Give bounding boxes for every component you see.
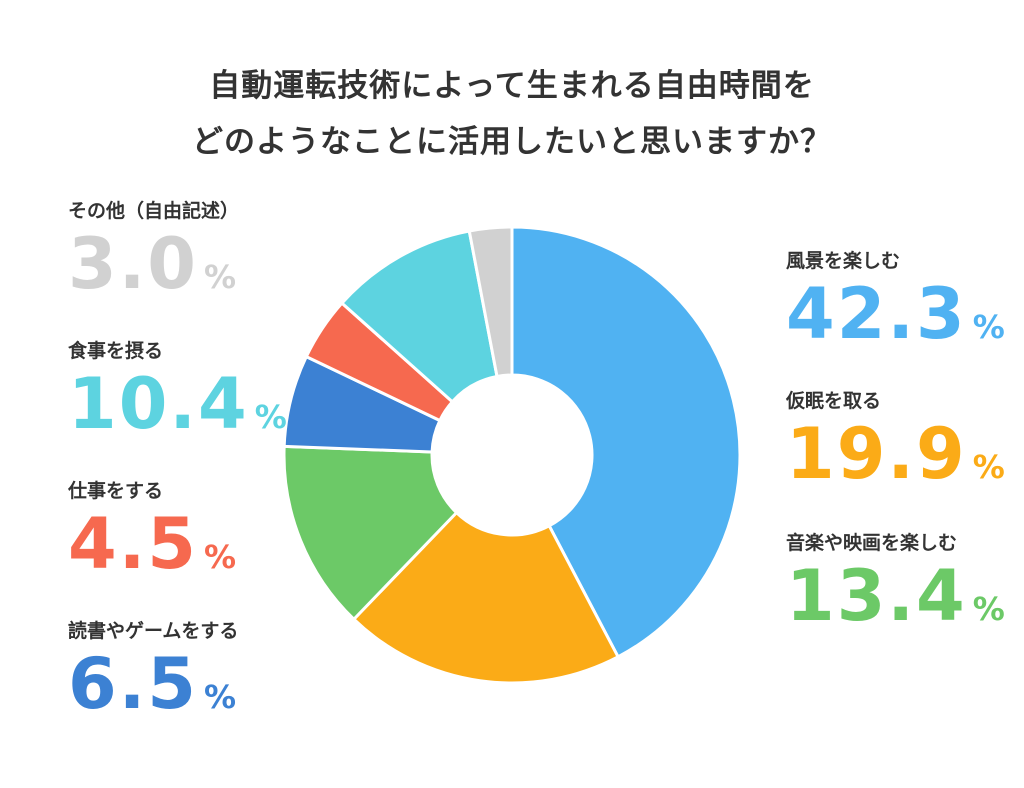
chart-title: 自動運転技術によって生まれる自由時間を どのようなことに活用したいと思いますか？	[0, 58, 1024, 170]
legend-item-reading-game: 読書やゲームをする 6.5%	[68, 618, 238, 743]
chart-title-line-1: 自動運転技術によって生まれる自由時間を	[209, 68, 815, 104]
value-unit-work: %	[204, 538, 237, 576]
legend-label-nap: 仮眠を取る	[786, 390, 882, 412]
value-number-meal: 10.4	[68, 363, 249, 445]
legend-item-meal: 食事を摂る 10.4%	[68, 338, 287, 463]
legend-label-scenery: 風景を楽しむ	[786, 250, 901, 272]
value-unit-reading-game: %	[204, 678, 237, 716]
value-unit-meal: %	[254, 398, 287, 436]
legend-label-music-movie: 音楽や映画を楽しむ	[786, 532, 958, 554]
value-unit-scenery: %	[972, 308, 1005, 346]
value-label-meal: 10.4%	[68, 364, 287, 463]
chart-title-line-2: どのようなことに活用したいと思いますか？	[192, 124, 832, 160]
value-label-music-movie: 13.4%	[786, 556, 1005, 655]
value-unit-nap: %	[972, 448, 1005, 486]
legend-item-music-movie: 音楽や映画を楽しむ 13.4%	[786, 530, 1005, 655]
value-label-reading-game: 6.5%	[68, 644, 238, 743]
value-number-work: 4.5	[68, 503, 199, 585]
value-number-reading-game: 6.5	[68, 643, 199, 725]
legend-label-meal: 食事を摂る	[68, 340, 164, 362]
value-unit-music-movie: %	[972, 590, 1005, 628]
donut-hole	[432, 375, 592, 535]
value-label-other: 3.0%	[68, 224, 239, 323]
value-label-nap: 19.9%	[786, 414, 1005, 513]
value-number-music-movie: 13.4	[786, 555, 967, 637]
value-unit-other: %	[204, 258, 237, 296]
legend-label-other: その他（自由記述）	[68, 200, 240, 222]
value-number-scenery: 42.3	[786, 273, 967, 355]
value-label-scenery: 42.3%	[786, 274, 1005, 373]
value-number-other: 3.0	[68, 223, 199, 305]
legend-item-nap: 仮眠を取る 19.9%	[786, 388, 1005, 513]
value-label-work: 4.5%	[68, 504, 236, 603]
legend-item-other: その他（自由記述） 3.0%	[68, 198, 239, 323]
legend-label-reading-game: 読書やゲームをする	[68, 620, 239, 642]
legend-label-work: 仕事をする	[68, 480, 164, 502]
legend-item-work: 仕事をする 4.5%	[68, 478, 236, 603]
value-number-nap: 19.9	[786, 413, 967, 495]
legend-item-scenery: 風景を楽しむ 42.3%	[786, 248, 1005, 373]
